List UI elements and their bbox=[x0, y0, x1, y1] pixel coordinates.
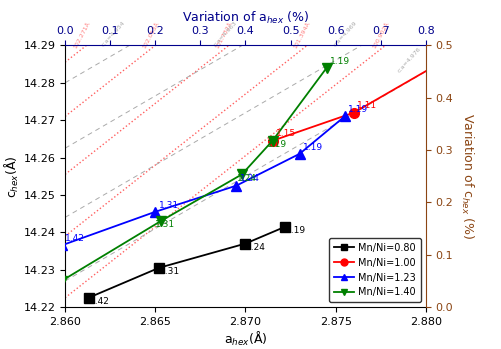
Text: 1.31: 1.31 bbox=[155, 220, 175, 229]
Mn/Ni=1.00 bbox=[432, 64, 438, 68]
Text: 1.31: 1.31 bbox=[159, 201, 179, 209]
Y-axis label: Variation of c$_{hex}$ (%): Variation of c$_{hex}$ (%) bbox=[459, 113, 475, 239]
Line: Mn/Ni=1.00: Mn/Ni=1.00 bbox=[268, 61, 440, 146]
Mn/Ni=0.80 bbox=[86, 296, 92, 300]
Mn/Ni=1.40 bbox=[158, 219, 164, 223]
Text: 1.31: 1.31 bbox=[160, 267, 180, 276]
Text: 1.07: 1.07 bbox=[0, 348, 1, 349]
Mn/Ni=0.80 bbox=[282, 225, 288, 229]
Text: 1.19: 1.19 bbox=[286, 226, 306, 235]
Line: Mn/Ni=1.23: Mn/Ni=1.23 bbox=[57, 112, 350, 250]
Text: c:a=4.969: c:a=4.969 bbox=[332, 20, 358, 47]
Text: 101.394Å: 101.394Å bbox=[293, 20, 312, 49]
Mn/Ni=1.00 bbox=[351, 111, 357, 115]
Text: 1.19: 1.19 bbox=[330, 57, 350, 66]
X-axis label: Variation of a$_{hex}$ (%): Variation of a$_{hex}$ (%) bbox=[182, 9, 309, 25]
Text: 102.053Å: 102.053Å bbox=[141, 21, 160, 49]
Mn/Ni=1.23 bbox=[233, 184, 239, 188]
Legend: Mn/Ni=0.80, Mn/Ni=1.00, Mn/Ni=1.23, Mn/Ni=1.40: Mn/Ni=0.80, Mn/Ni=1.00, Mn/Ni=1.23, Mn/N… bbox=[329, 238, 421, 302]
Mn/Ni=0.80 bbox=[156, 266, 162, 270]
Mn/Ni=1.40 bbox=[239, 172, 245, 177]
Text: 1.24: 1.24 bbox=[240, 174, 260, 183]
Mn/Ni=1.00 bbox=[270, 139, 276, 143]
Text: 100.902Å: 100.902Å bbox=[372, 21, 390, 49]
Text: 1.42: 1.42 bbox=[0, 348, 1, 349]
Text: c:a=4.954: c:a=4.954 bbox=[100, 20, 126, 47]
Text: 1.11: 1.11 bbox=[357, 101, 377, 110]
Text: 1.19: 1.19 bbox=[303, 142, 323, 151]
Text: c:a=4.963: c:a=4.963 bbox=[213, 20, 238, 47]
Mn/Ni=1.23 bbox=[297, 152, 303, 156]
Text: 1.24: 1.24 bbox=[246, 243, 266, 252]
Text: 1.19: 1.19 bbox=[348, 105, 368, 114]
Mn/Ni=1.40 bbox=[270, 139, 276, 143]
Text: 1.15: 1.15 bbox=[276, 129, 296, 138]
Text: 1.42: 1.42 bbox=[90, 297, 109, 306]
Text: 101.732Å: 101.732Å bbox=[215, 20, 233, 49]
Mn/Ni=1.40 bbox=[324, 66, 330, 70]
Line: Mn/Ni=0.80: Mn/Ni=0.80 bbox=[84, 222, 290, 303]
Mn/Ni=1.23 bbox=[342, 114, 348, 119]
Mn/Ni=1.23 bbox=[59, 243, 65, 247]
Y-axis label: c$_{hex}$(Å): c$_{hex}$(Å) bbox=[3, 155, 21, 198]
Text: 1.42: 1.42 bbox=[65, 234, 85, 243]
X-axis label: a$_{hex}$(Å): a$_{hex}$(Å) bbox=[224, 329, 267, 348]
Text: 1.24: 1.24 bbox=[236, 173, 257, 183]
Line: Mn/Ni=1.40: Mn/Ni=1.40 bbox=[57, 63, 332, 286]
Mn/Ni=0.80 bbox=[242, 242, 248, 246]
Mn/Ni=1.23 bbox=[152, 210, 158, 214]
Text: c:a=4.976: c:a=4.976 bbox=[397, 46, 422, 74]
Text: 102.271Å: 102.271Å bbox=[73, 20, 91, 49]
Mn/Ni=1.40 bbox=[59, 279, 65, 283]
Text: 1.19: 1.19 bbox=[267, 140, 287, 149]
